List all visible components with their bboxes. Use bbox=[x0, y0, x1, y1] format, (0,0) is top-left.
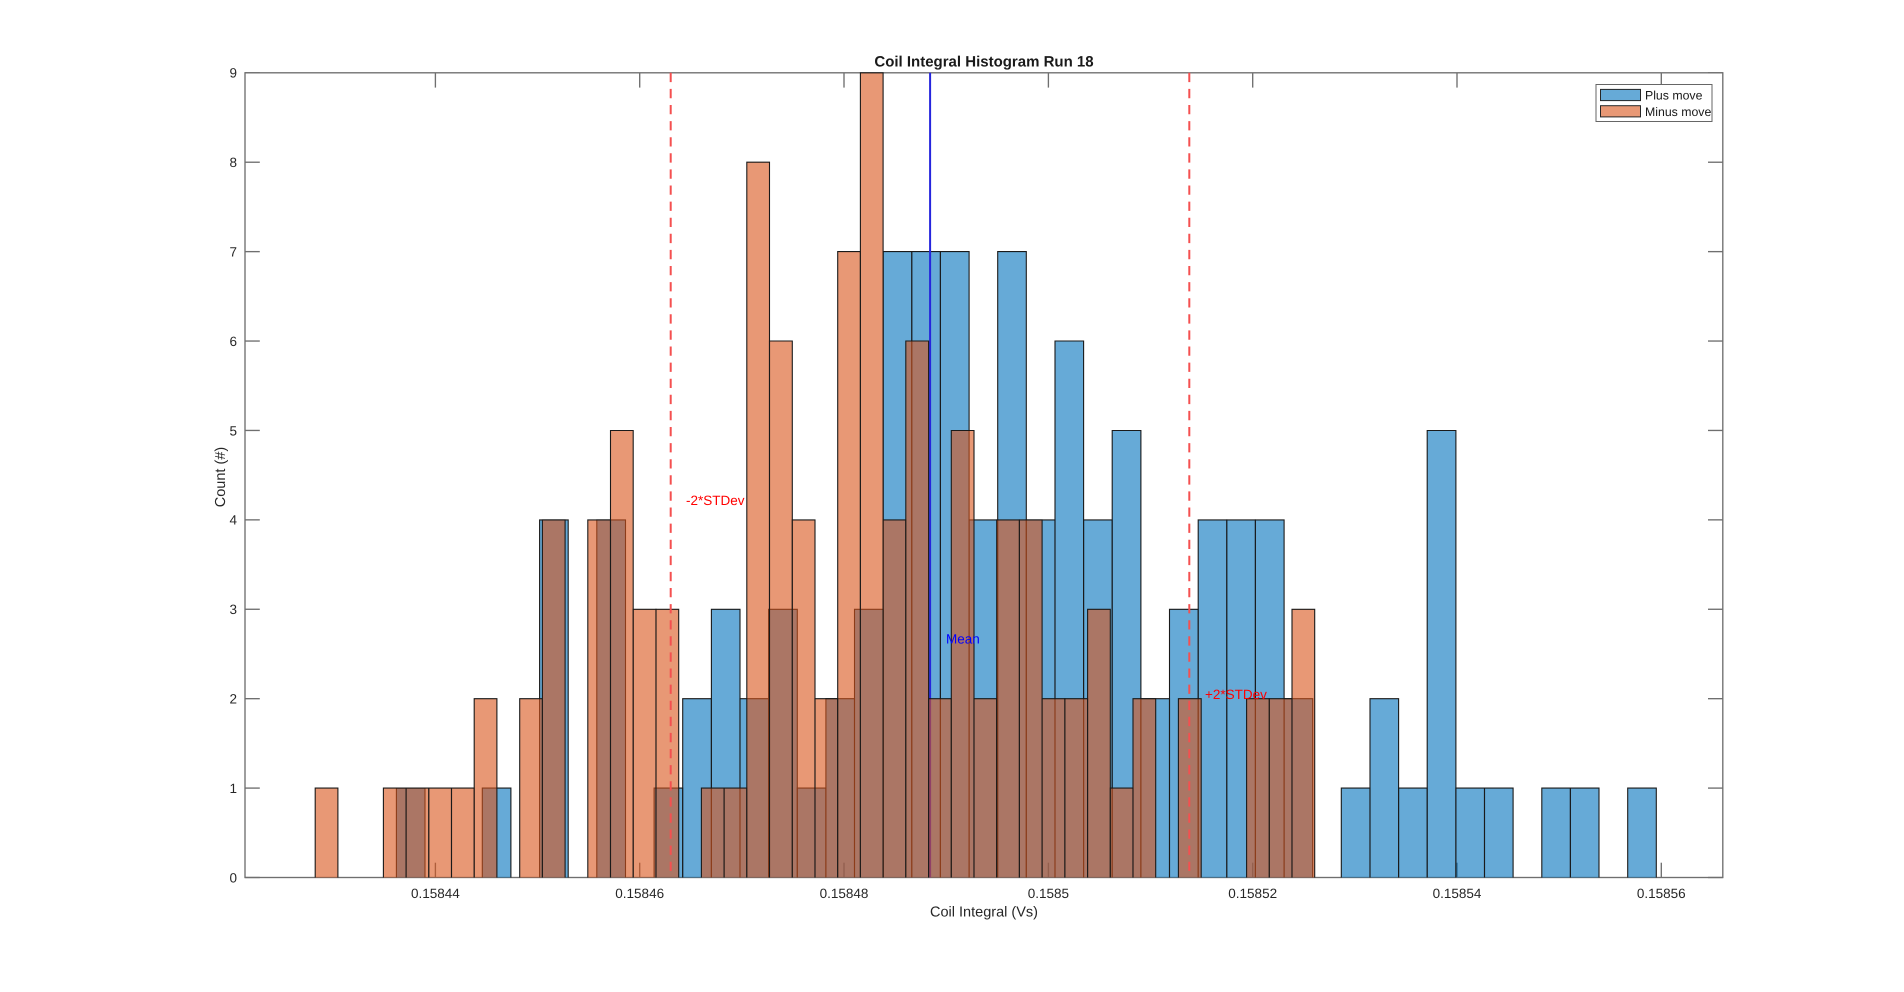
svg-text:Coil Integral (Vs): Coil Integral (Vs) bbox=[930, 905, 1038, 921]
svg-text:0.15852: 0.15852 bbox=[1228, 886, 1277, 901]
svg-text:-2*STDev: -2*STDev bbox=[686, 493, 745, 508]
svg-text:2: 2 bbox=[229, 692, 237, 707]
svg-text:0.15856: 0.15856 bbox=[1637, 886, 1686, 901]
svg-text:0: 0 bbox=[229, 870, 237, 885]
svg-text:Mean: Mean bbox=[946, 632, 980, 647]
svg-text:7: 7 bbox=[229, 244, 237, 259]
svg-text:3: 3 bbox=[229, 602, 237, 617]
svg-text:0.15848: 0.15848 bbox=[820, 886, 869, 901]
svg-text:Minus move: Minus move bbox=[1645, 105, 1711, 119]
svg-text:Count (#): Count (#) bbox=[213, 447, 229, 507]
svg-text:4: 4 bbox=[229, 513, 237, 528]
svg-text:1: 1 bbox=[229, 781, 237, 796]
svg-text:Coil Integral Histogram Run 18: Coil Integral Histogram Run 18 bbox=[874, 54, 1093, 71]
svg-text:0.1585: 0.1585 bbox=[1028, 886, 1069, 901]
svg-text:0.15854: 0.15854 bbox=[1433, 886, 1482, 901]
svg-text:8: 8 bbox=[229, 155, 237, 170]
svg-text:9: 9 bbox=[229, 66, 237, 81]
svg-text:0.15844: 0.15844 bbox=[411, 886, 460, 901]
svg-text:5: 5 bbox=[229, 423, 237, 438]
svg-text:Plus move: Plus move bbox=[1645, 89, 1703, 103]
svg-text:6: 6 bbox=[229, 334, 237, 349]
svg-text:+2*STDev: +2*STDev bbox=[1205, 687, 1267, 702]
svg-text:0.15846: 0.15846 bbox=[615, 886, 664, 901]
